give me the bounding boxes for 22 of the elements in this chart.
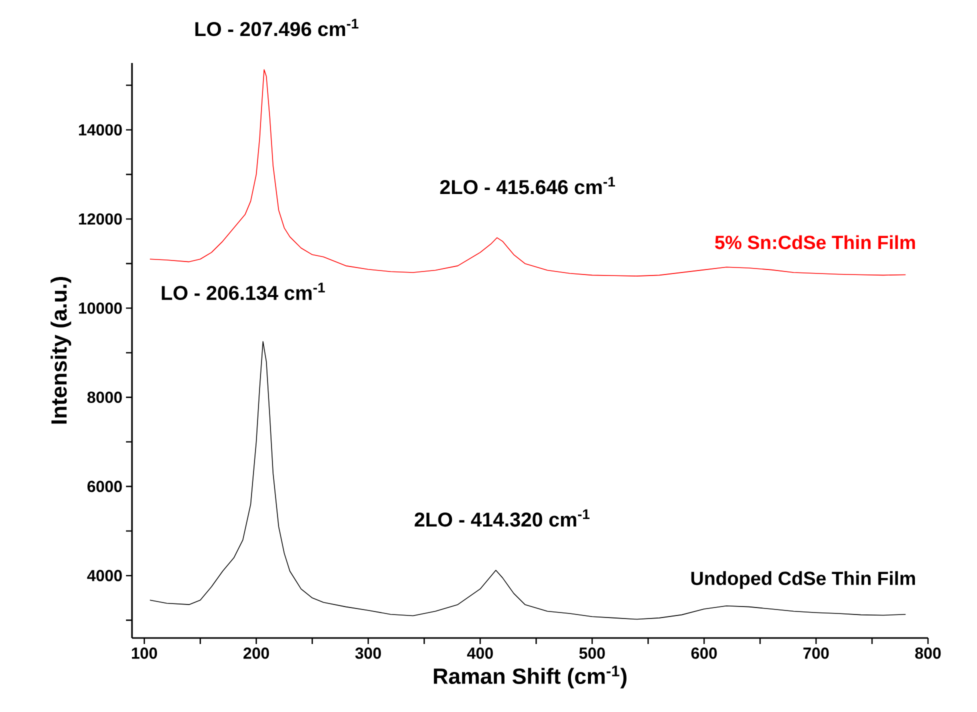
x-tick-label: 500 (579, 648, 605, 659)
annotation: LO - 206.134 cm$^{-1}$ (162, 282, 325, 300)
annotation: 2LO - 414.320 cm$^{-1}$ (414, 509, 590, 527)
x-tick-label: 200 (243, 648, 269, 659)
y-tick-label: 6000 (87, 480, 122, 492)
y-tick-label: 8000 (87, 392, 122, 403)
y-axis-title: Intensity (a.u.) (50, 277, 72, 424)
series-label: 5% Sn:CdSe Thin Film (715, 235, 915, 250)
y-tick-label: 4000 (87, 570, 122, 582)
x-tick-label: 600 (691, 648, 717, 659)
y-tick-label: 10000 (79, 302, 122, 314)
annotation: 2LO - 415.646 cm$^{-1}$ (440, 176, 615, 194)
x-tick-label: 400 (467, 648, 493, 659)
annotation: LO - 207.496 cm$^{-1}$ (195, 18, 358, 36)
x-tick-label: 700 (803, 648, 829, 659)
y-tick-label: 12000 (79, 213, 122, 225)
x-tick-label: 100 (132, 648, 158, 659)
x-tick-label: 800 (915, 648, 941, 659)
x-tick-label: 300 (355, 648, 381, 659)
y-tick-label: 14000 (79, 124, 122, 136)
series-label: Undoped CdSe Thin Film (691, 571, 915, 589)
x-axis-title: Raman Shift (cm$^{-1}$) (434, 666, 626, 688)
